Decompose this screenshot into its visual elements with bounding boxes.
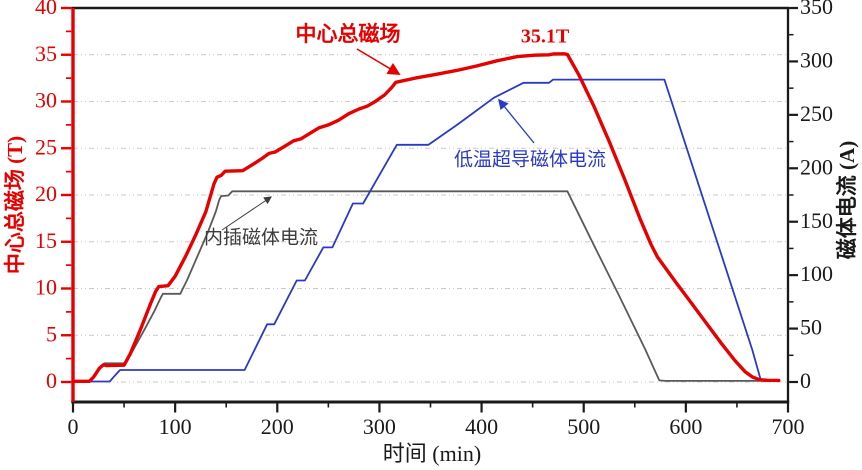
y-right-tick-label: 250 [800, 101, 833, 126]
insert-magnet-callout-arrow [221, 196, 272, 231]
y-right-tick-label: 0 [800, 368, 811, 393]
x-tick-label: 100 [159, 414, 192, 439]
y-right-axis-title: 磁体电流 (A) [835, 141, 859, 259]
x-tick-label: 400 [465, 414, 498, 439]
y-left-tick-label: 0 [46, 368, 57, 393]
y-left-tick-label: 30 [35, 88, 57, 113]
x-tick-label: 0 [68, 414, 79, 439]
x-axis-title: 时间 (min) [383, 441, 481, 466]
y-left-tick-label: 35 [35, 41, 57, 66]
sc-magnet-current-line [72, 78, 780, 383]
y-right-tick-label: 350 [800, 0, 833, 19]
y-left-tick-label: 20 [35, 181, 57, 206]
y-left-tick-label: 40 [35, 0, 57, 19]
x-tick-label: 200 [261, 414, 294, 439]
center-total-field-line [71, 52, 781, 383]
y-right-tick-label: 300 [800, 47, 833, 72]
y-right-tick-label: 100 [800, 261, 833, 286]
y-left-tick-label: 15 [35, 228, 57, 253]
insert-magnet-current-line [72, 190, 780, 383]
x-tick-label: 600 [669, 414, 702, 439]
sc-magnet-callout-arrow [498, 98, 535, 144]
y-right-tick-label: 150 [800, 208, 833, 233]
y-right-tick-label: 200 [800, 154, 833, 179]
y-left-tick-label: 25 [35, 134, 57, 159]
y-left-tick-label: 5 [46, 321, 57, 346]
sc-magnet-callout: 低温超导磁体电流 [454, 148, 606, 170]
x-tick-label: 300 [363, 414, 396, 439]
total-field-callout: 中心总磁场 [296, 22, 401, 46]
insert-magnet-callout: 内插磁体电流 [204, 226, 318, 248]
x-tick-label: 700 [772, 414, 805, 439]
peak-value-label: 35.1T [521, 26, 570, 48]
total-field-callout-arrow [356, 48, 401, 75]
x-tick-label: 500 [567, 414, 600, 439]
y-left-axis-title: 中心总磁场 (T) [3, 136, 27, 274]
y-left-tick-label: 10 [35, 275, 57, 300]
y-right-tick-label: 50 [800, 315, 822, 340]
